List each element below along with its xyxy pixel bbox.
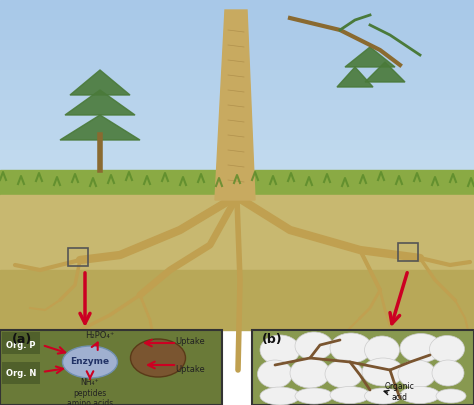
Ellipse shape <box>400 333 442 362</box>
Bar <box>0 90 474 100</box>
Bar <box>0 30 474 40</box>
Polygon shape <box>70 70 130 95</box>
Bar <box>0 40 474 50</box>
Text: Uptake: Uptake <box>175 337 205 347</box>
Bar <box>0 180 474 190</box>
Polygon shape <box>215 10 255 200</box>
Text: NH₄⁺
peptides
amino acids: NH₄⁺ peptides amino acids <box>67 378 113 405</box>
Text: Org. P: Org. P <box>6 341 36 350</box>
Bar <box>0 10 474 20</box>
Ellipse shape <box>130 339 185 377</box>
Bar <box>68 248 88 266</box>
Bar <box>0 270 474 330</box>
Text: H₂PO₄⁺: H₂PO₄⁺ <box>85 330 115 339</box>
Bar <box>0 160 474 170</box>
Text: (a): (a) <box>12 333 32 346</box>
Bar <box>252 330 474 405</box>
Bar <box>0 195 474 275</box>
Bar <box>0 150 474 160</box>
Ellipse shape <box>63 346 118 378</box>
Polygon shape <box>337 67 373 87</box>
Ellipse shape <box>260 387 300 405</box>
Bar <box>0 170 474 200</box>
Ellipse shape <box>290 358 330 388</box>
Bar <box>0 100 474 110</box>
Text: Org. N: Org. N <box>6 369 36 377</box>
Bar <box>0 190 474 200</box>
Ellipse shape <box>330 333 372 363</box>
Bar <box>2 332 40 354</box>
Bar <box>0 70 474 80</box>
Polygon shape <box>60 115 140 140</box>
Bar <box>0 120 474 130</box>
Bar <box>0 20 474 30</box>
Bar <box>0 130 474 140</box>
Bar <box>0 140 474 150</box>
Ellipse shape <box>295 388 333 404</box>
Bar <box>0 330 222 405</box>
Bar <box>0 110 474 120</box>
Ellipse shape <box>325 360 363 388</box>
Bar <box>398 243 418 261</box>
Ellipse shape <box>260 335 300 365</box>
Ellipse shape <box>365 336 400 364</box>
Bar <box>0 60 474 70</box>
Ellipse shape <box>432 360 464 386</box>
Text: (b): (b) <box>262 333 283 346</box>
Ellipse shape <box>362 358 404 386</box>
Text: Uptake: Uptake <box>175 365 205 375</box>
Ellipse shape <box>429 335 465 362</box>
Ellipse shape <box>295 332 333 360</box>
Text: Organic
acid: Organic acid <box>385 382 415 402</box>
Ellipse shape <box>400 386 440 403</box>
Bar <box>0 50 474 60</box>
Bar <box>0 80 474 90</box>
Bar <box>2 362 40 384</box>
Text: Enzyme: Enzyme <box>71 358 109 367</box>
Ellipse shape <box>436 389 466 403</box>
Bar <box>0 0 474 10</box>
Ellipse shape <box>365 388 401 404</box>
Ellipse shape <box>257 360 292 388</box>
Ellipse shape <box>330 386 370 403</box>
Polygon shape <box>65 90 135 115</box>
Polygon shape <box>345 47 395 67</box>
Polygon shape <box>365 62 405 82</box>
Ellipse shape <box>398 360 436 388</box>
Bar <box>0 170 474 180</box>
